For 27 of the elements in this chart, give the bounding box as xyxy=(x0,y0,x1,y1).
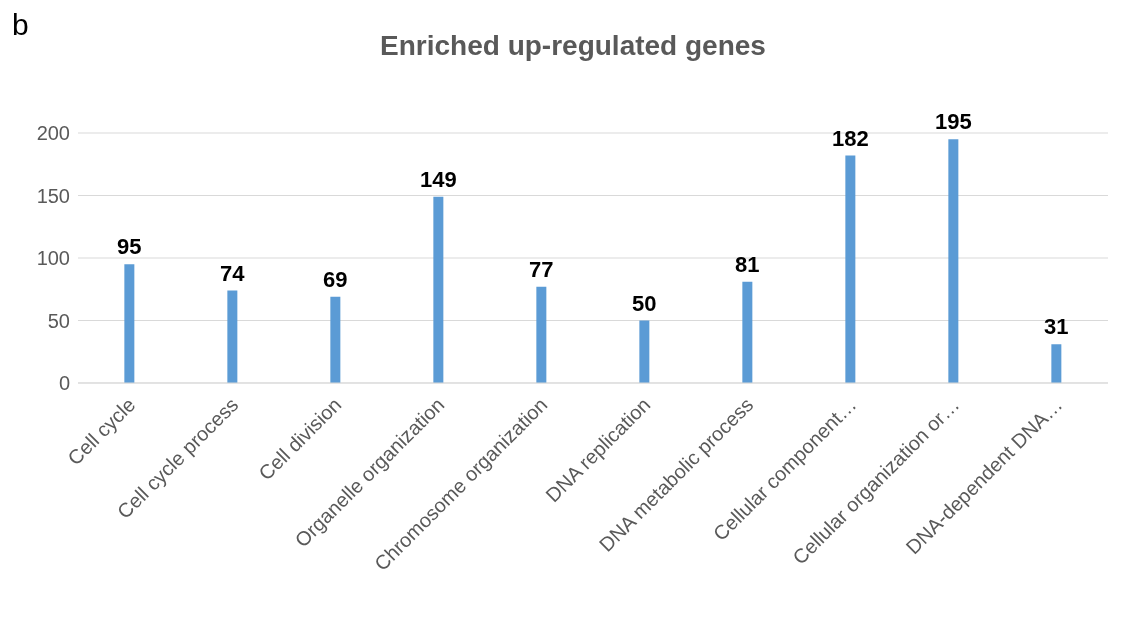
data-label: 31 xyxy=(1044,314,1069,340)
bar xyxy=(742,281,753,383)
bar xyxy=(948,139,959,383)
bar xyxy=(330,296,341,383)
bar xyxy=(639,320,650,383)
y-tick-label: 200 xyxy=(36,122,70,145)
bar xyxy=(536,286,547,383)
data-label: 182 xyxy=(831,125,869,151)
bar xyxy=(433,196,444,383)
bar xyxy=(124,264,135,383)
data-label: 149 xyxy=(419,166,457,192)
data-label: 74 xyxy=(220,260,246,286)
data-label: 69 xyxy=(323,266,348,292)
chart-title: Enriched up-regulated genes xyxy=(380,30,766,61)
data-label: 195 xyxy=(934,109,972,135)
data-label: 95 xyxy=(117,234,142,260)
bar xyxy=(845,155,856,383)
y-tick-label: 100 xyxy=(36,247,70,270)
y-tick-label: 50 xyxy=(47,309,70,332)
data-label: 81 xyxy=(735,251,760,277)
bar xyxy=(1051,344,1062,383)
y-tick-label: 0 xyxy=(58,372,70,395)
bar xyxy=(227,290,238,383)
data-label: 77 xyxy=(529,256,554,282)
data-label: 50 xyxy=(632,290,657,316)
y-tick-label: 150 xyxy=(36,184,70,207)
text: b xyxy=(12,8,29,42)
